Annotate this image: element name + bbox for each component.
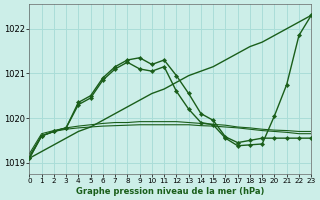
X-axis label: Graphe pression niveau de la mer (hPa): Graphe pression niveau de la mer (hPa) [76,187,264,196]
